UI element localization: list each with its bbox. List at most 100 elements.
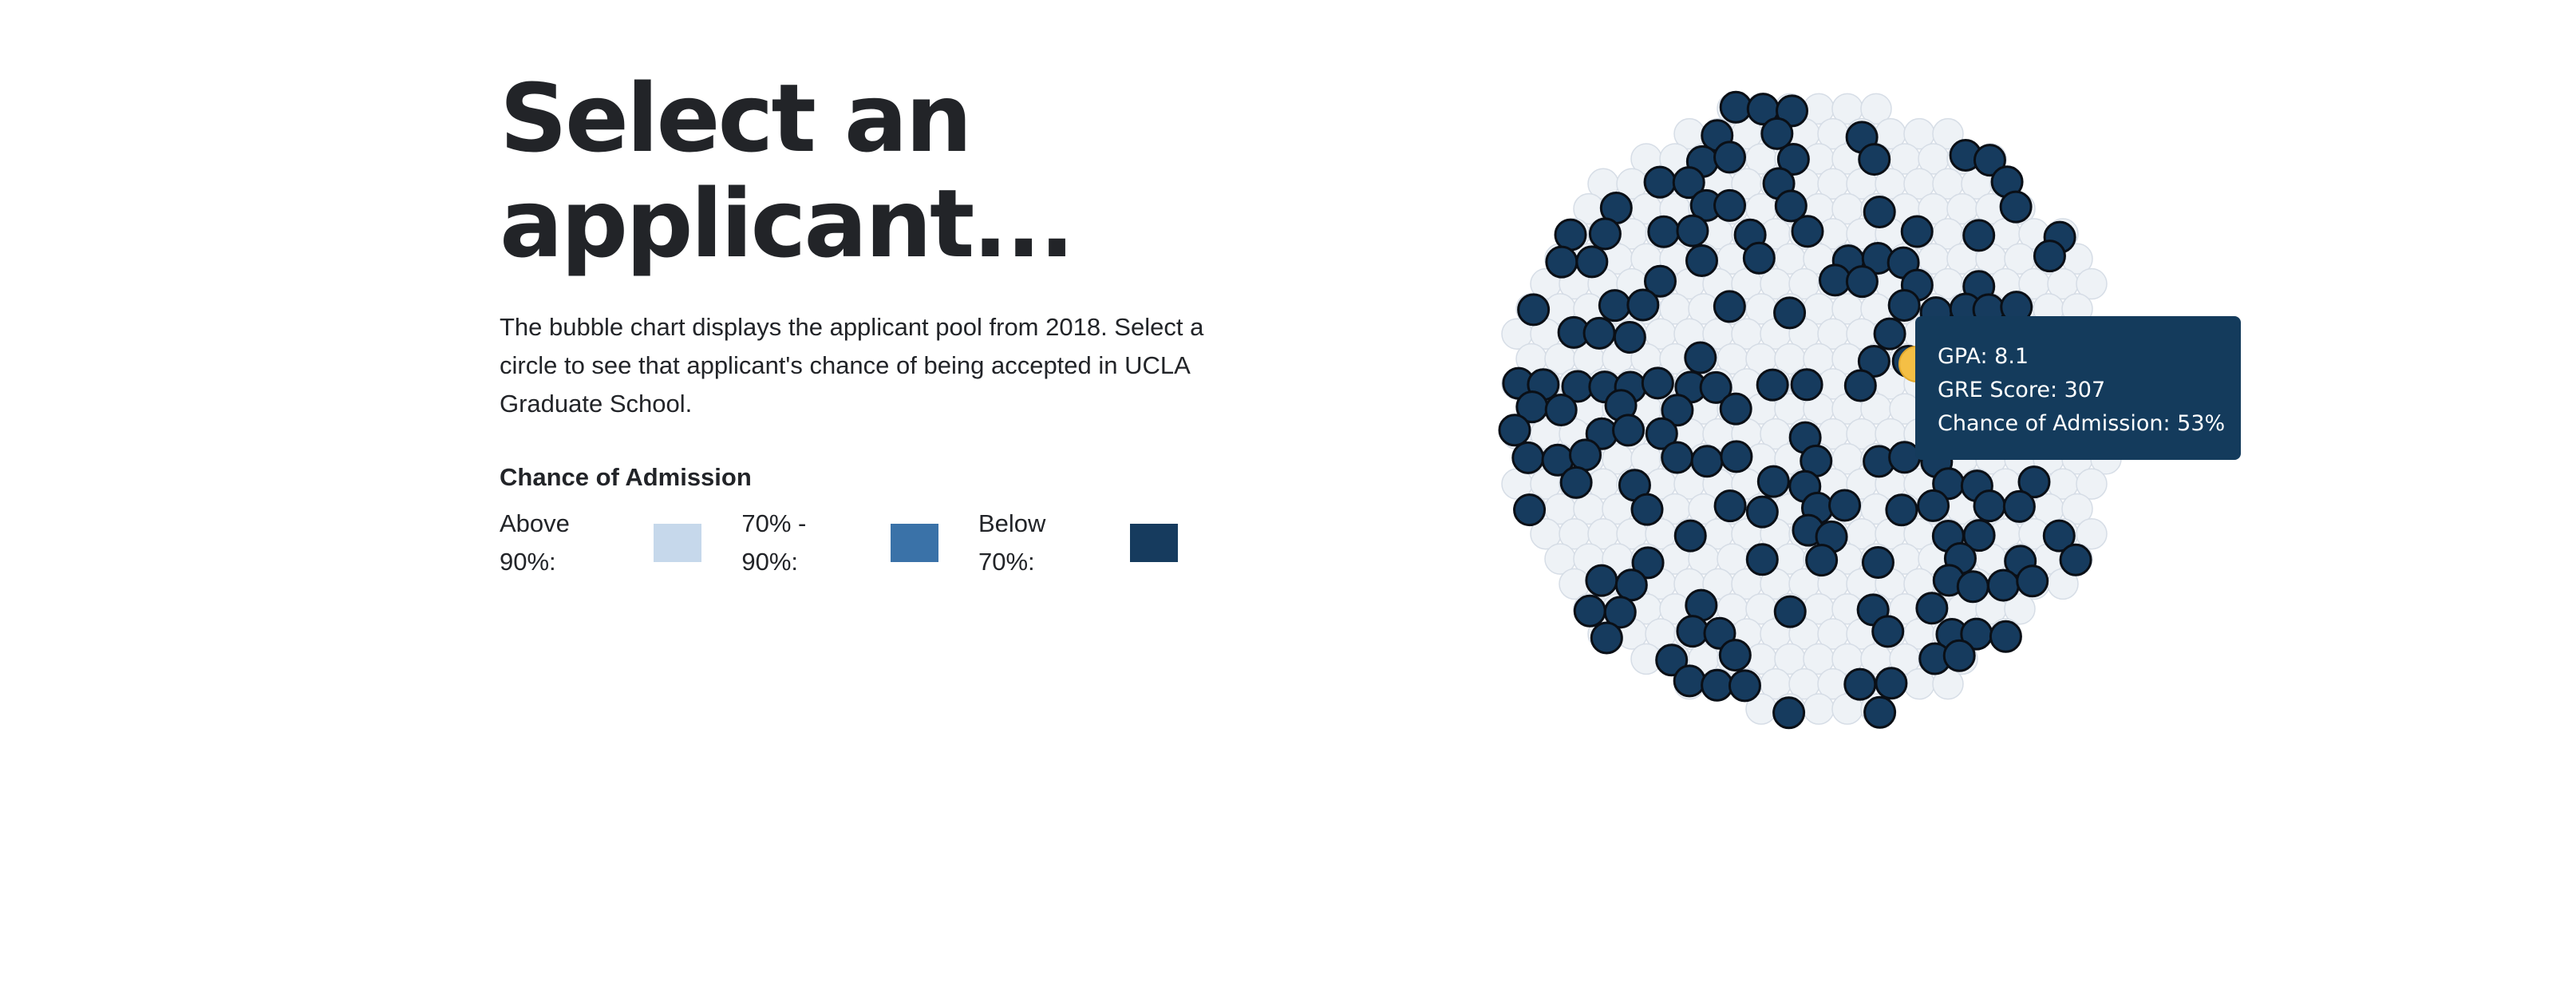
applicant-bubble[interactable] xyxy=(1999,190,2033,224)
applicant-bubble[interactable] xyxy=(2059,543,2092,576)
applicant-bubble[interactable] xyxy=(1718,639,1752,672)
applicant-bubble[interactable] xyxy=(1962,219,1996,252)
applicant-bubble[interactable] xyxy=(1776,143,1810,176)
applicant-bubble[interactable] xyxy=(1745,543,1779,576)
applicant-bubble[interactable] xyxy=(1774,189,1808,223)
applicant-bubble[interactable] xyxy=(1773,296,1807,330)
applicant-bubble[interactable] xyxy=(1676,214,1709,248)
applicant-bubble[interactable] xyxy=(1728,669,1761,703)
applicant-bubble[interactable] xyxy=(1719,90,1752,124)
applicant-bubble[interactable] xyxy=(1713,290,1746,323)
applicant-bubble[interactable] xyxy=(1843,667,1877,701)
background-bubble xyxy=(1932,117,1964,150)
applicant-bubble[interactable] xyxy=(1756,465,1790,498)
applicant-bubble[interactable] xyxy=(1701,668,1734,702)
applicant-bubble[interactable] xyxy=(1673,664,1706,698)
applicant-bubble[interactable] xyxy=(1885,493,1918,527)
applicant-bubble[interactable] xyxy=(1900,215,1934,248)
applicant-bubble[interactable] xyxy=(1554,218,1587,251)
applicant-bubble[interactable] xyxy=(1684,341,1717,374)
applicant-bubble[interactable] xyxy=(1641,366,1674,400)
applicant-bubble[interactable] xyxy=(1790,368,1823,402)
applicant-bubble[interactable] xyxy=(1805,544,1839,577)
applicant-bubble[interactable] xyxy=(1676,615,1709,648)
applicant-bubble[interactable] xyxy=(1917,489,1950,522)
applicant-bubble[interactable] xyxy=(1672,166,1705,200)
applicant-bubble[interactable] xyxy=(1613,320,1646,354)
applicant-bubble[interactable] xyxy=(1863,195,1896,228)
legend-label: Above 90%: xyxy=(500,509,570,576)
applicant-bubble[interactable] xyxy=(1511,441,1545,474)
applicant-bubble[interactable] xyxy=(1857,345,1891,378)
applicant-bubble[interactable] xyxy=(1612,414,1646,447)
applicant-bubble[interactable] xyxy=(1690,445,1724,478)
applicant-bubble[interactable] xyxy=(1685,244,1718,278)
applicant-bubble[interactable] xyxy=(1760,117,1794,150)
applicant-bubble[interactable] xyxy=(1569,438,1602,472)
applicant-bubble[interactable] xyxy=(1772,696,1806,730)
applicant-bubble[interactable] xyxy=(1863,695,1897,729)
applicant-bubble[interactable] xyxy=(1590,621,1623,655)
applicant-bubble[interactable] xyxy=(1588,217,1622,251)
applicant-bubble[interactable] xyxy=(1513,493,1547,527)
applicant-bubble[interactable] xyxy=(1647,215,1681,248)
applicant-bubble[interactable] xyxy=(1773,595,1807,628)
applicant-bubble[interactable] xyxy=(1858,143,1891,176)
applicant-bubble[interactable] xyxy=(1713,188,1747,222)
applicant-bubble[interactable] xyxy=(1645,417,1678,450)
applicant-bubble[interactable] xyxy=(1791,215,1824,248)
applicant-bubble[interactable] xyxy=(1819,263,1852,297)
applicant-bubble[interactable] xyxy=(1989,620,2022,653)
applicant-bubble[interactable] xyxy=(1843,369,1877,402)
applicant-bubble[interactable] xyxy=(2016,564,2049,598)
applicant-bubble[interactable] xyxy=(1756,368,1789,402)
applicant-bubble[interactable] xyxy=(2033,240,2066,273)
applicant-bubble[interactable] xyxy=(1582,316,1616,350)
applicant-bubble[interactable] xyxy=(1873,317,1906,350)
applicant-bubble[interactable] xyxy=(1673,519,1707,552)
applicant-bubble[interactable] xyxy=(1545,245,1578,279)
applicant-bubble[interactable] xyxy=(2017,465,2051,499)
applicant-bubble[interactable] xyxy=(1643,165,1677,199)
applicant-bubble[interactable] xyxy=(1828,489,1862,522)
applicant-bubble[interactable] xyxy=(1845,265,1879,299)
applicant-bubble[interactable] xyxy=(1956,570,1989,604)
applicant-bubble[interactable] xyxy=(1598,289,1631,323)
applicant-bubble[interactable] xyxy=(1517,293,1551,327)
applicant-bubble[interactable] xyxy=(1498,414,1531,447)
applicant-bubble[interactable] xyxy=(1575,245,1609,279)
applicant-bubble[interactable] xyxy=(1713,141,1747,174)
applicant-bubble[interactable] xyxy=(1661,441,1694,474)
applicant-bubble[interactable] xyxy=(1573,594,1606,628)
applicant-bubble[interactable] xyxy=(1962,519,1996,552)
applicant-bubble[interactable] xyxy=(1614,568,1648,602)
applicant-bubble[interactable] xyxy=(1719,392,1752,426)
applicant-bubble[interactable] xyxy=(1720,440,1753,473)
applicant-bubble[interactable] xyxy=(1544,393,1578,426)
applicant-bubble[interactable] xyxy=(1875,667,1908,700)
applicant-bubble[interactable] xyxy=(1871,615,1905,648)
applicant-bubble[interactable] xyxy=(1699,370,1732,404)
applicant-bubble[interactable] xyxy=(1986,568,2020,602)
applicant-bubble[interactable] xyxy=(1661,394,1694,427)
applicant-bubble[interactable] xyxy=(2042,519,2076,552)
applicant-bubble[interactable] xyxy=(1585,564,1618,597)
applicant-bubble[interactable] xyxy=(1745,495,1779,529)
applicant-bubble[interactable] xyxy=(1630,493,1664,526)
applicant-bubble[interactable] xyxy=(1861,545,1894,579)
applicant-bubble[interactable] xyxy=(1942,639,1976,672)
applicant-bubble[interactable] xyxy=(1655,644,1689,677)
applicant-bubble[interactable] xyxy=(1631,546,1665,580)
applicant-bubble[interactable] xyxy=(1603,596,1637,629)
applicant-bubble[interactable] xyxy=(1643,264,1677,298)
applicant-bubble[interactable] xyxy=(1973,144,2006,177)
applicant-bubble[interactable] xyxy=(1713,489,1747,523)
applicant-bubble[interactable] xyxy=(1973,489,2006,523)
applicant-bubble[interactable] xyxy=(1626,288,1660,322)
applicant-bubble[interactable] xyxy=(1887,288,1921,322)
applicant-bubble[interactable] xyxy=(1559,465,1593,499)
applicant-bubble[interactable] xyxy=(1915,592,1949,625)
applicant-bubble[interactable] xyxy=(1742,241,1776,275)
applicant-bubble[interactable] xyxy=(1776,94,1809,128)
applicant-bubble[interactable] xyxy=(2002,489,2036,523)
